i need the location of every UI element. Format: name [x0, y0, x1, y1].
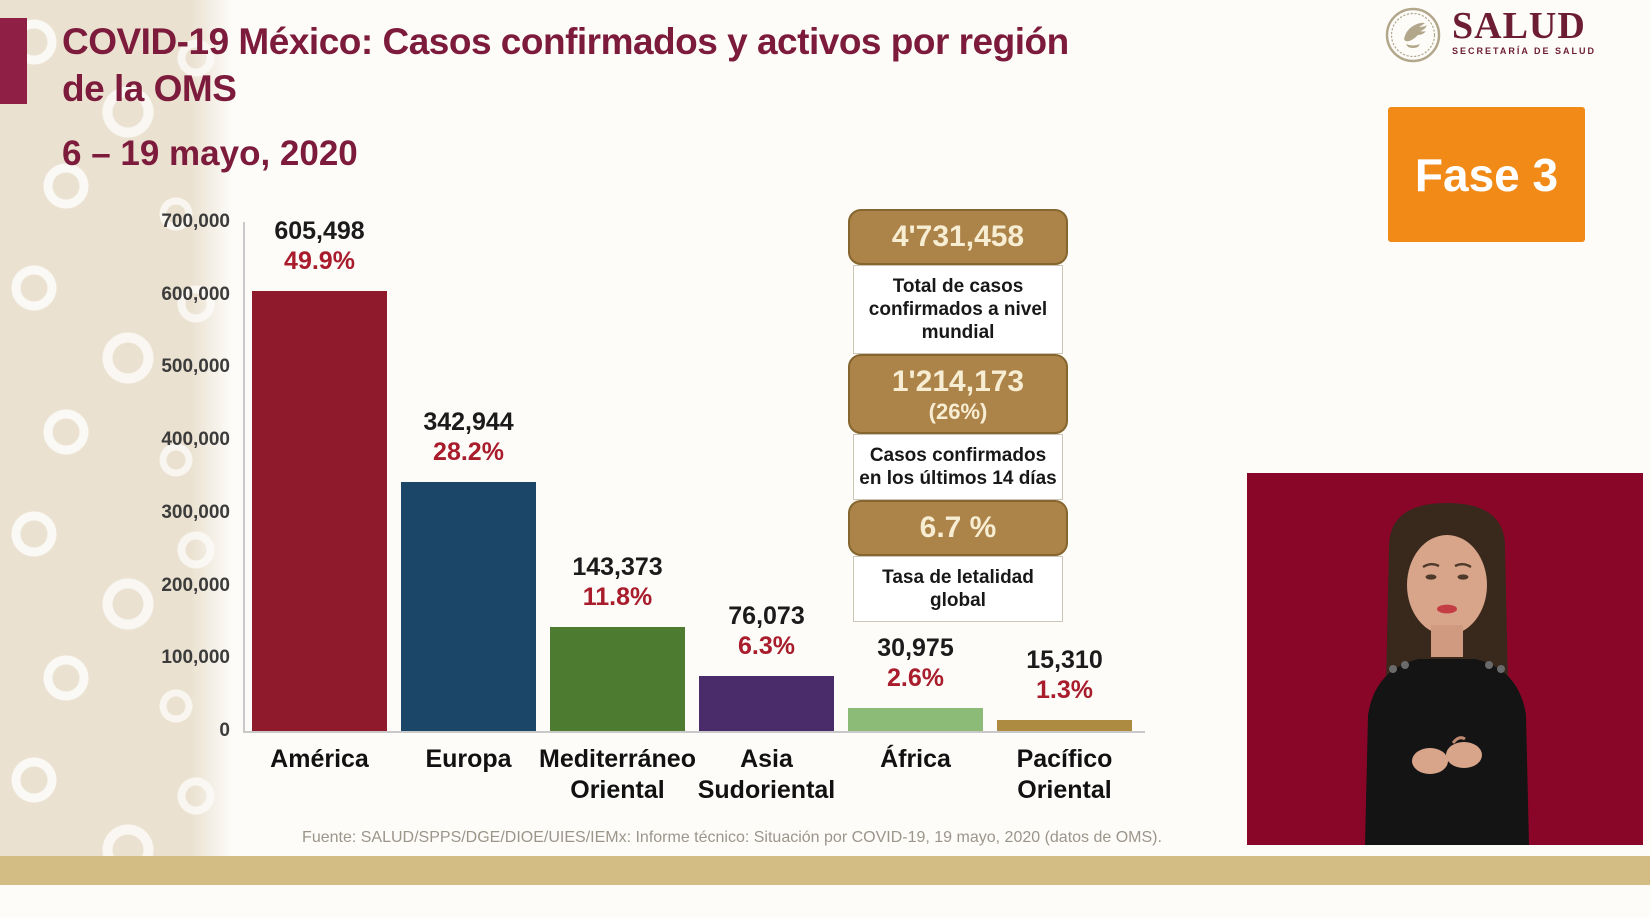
x-category-label: Pacífico Oriental — [960, 744, 1170, 806]
sign-language-interpreter-video — [1247, 473, 1643, 845]
logo-title: SALUD — [1452, 5, 1586, 47]
x-category-line: Asia — [740, 745, 793, 773]
info-value: 4'731,458 — [891, 220, 1025, 253]
bar-pct-label: 6.3% — [738, 632, 795, 660]
gold-band — [0, 856, 1650, 885]
y-tick-label: 500,000 — [161, 356, 230, 378]
decorative-pattern-strip — [0, 0, 232, 856]
y-tick-label: 400,000 — [161, 429, 230, 451]
y-tick-label: 300,000 — [161, 501, 230, 523]
x-category-label: África — [811, 744, 1021, 775]
bar-pct-label: 11.8% — [582, 583, 653, 611]
title-line-1: COVID-19 México: Casos confirmados y act… — [62, 21, 1069, 62]
y-tick-label: 200,000 — [161, 574, 230, 596]
maroon-corner-bar — [0, 18, 27, 104]
y-tick-label: 100,000 — [161, 647, 230, 669]
bar-0 — [252, 291, 387, 731]
y-tick-label: 0 — [219, 720, 230, 741]
x-category-label: Mediterráneo Oriental — [513, 744, 723, 806]
y-tick-label: 700,000 — [161, 211, 230, 232]
info-label: Casos confirmados en los últimos 14 días — [853, 434, 1063, 500]
x-category-line: Europa — [425, 745, 512, 773]
x-category-label: América — [215, 744, 425, 775]
x-category-line: Oriental — [1017, 776, 1112, 804]
info-card-last-14-days: 1'214,173 (26%) Casos confirmados en los… — [848, 354, 1068, 500]
x-category-label: Asia Sudoriental — [662, 744, 872, 806]
title-line-2: de la OMS — [62, 68, 237, 109]
info-value-box: 6.7 % — [848, 500, 1068, 556]
info-card-world-total: 4'731,458 Total de casos confirmados a n… — [848, 209, 1068, 354]
bar-2 — [550, 627, 685, 731]
info-card-lethality: 6.7 % Tasa de letalidad global — [848, 500, 1068, 622]
eagle-emblem-icon — [1385, 7, 1441, 63]
x-category-line: América — [270, 745, 369, 773]
x-category-line: África — [880, 745, 951, 773]
bar-4 — [848, 708, 983, 731]
bar-value-label: 143,373 — [572, 553, 663, 581]
bar-value-label: 342,944 — [423, 408, 514, 436]
info-subvalue: (26%) — [928, 399, 988, 424]
source-footnote: Fuente: SALUD/SPPS/DGE/DIOE/UIES/IEMx: I… — [302, 829, 1162, 846]
date-range: 6 – 19 mayo, 2020 — [62, 134, 358, 173]
info-label: Tasa de letalidad global — [853, 556, 1063, 622]
info-value: 6.7 % — [919, 511, 997, 544]
logo-subtitle: SECRETARÍA DE SALUD — [1452, 46, 1597, 56]
bar-5 — [997, 720, 1132, 731]
x-category-line: Oriental — [570, 776, 665, 804]
y-axis-line — [243, 222, 245, 731]
phase-badge: Fase 3 — [1388, 107, 1585, 242]
bar-value-label: 76,073 — [728, 602, 805, 630]
bar-pct-label: 49.9% — [284, 247, 355, 275]
bar-value-label: 15,310 — [1026, 646, 1103, 674]
info-value: 1'214,173 — [891, 365, 1025, 398]
interpreter-figure-illustration — [1247, 473, 1643, 845]
info-label: Total de casos confirmados a nivel mundi… — [853, 265, 1063, 354]
info-value-box: 4'731,458 — [848, 209, 1068, 265]
bar-value-label: 30,975 — [877, 634, 954, 662]
page-title: COVID-19 México: Casos confirmados y act… — [62, 18, 1192, 112]
x-category-line: Sudoriental — [697, 776, 836, 804]
x-category-label: Europa — [364, 744, 574, 775]
bar-pct-label: 1.3% — [1036, 676, 1093, 704]
logo-text: SALUD SECRETARÍA DE SALUD — [1452, 6, 1596, 56]
bar-value-label: 605,498 — [274, 217, 365, 245]
bar-pct-label: 2.6% — [887, 664, 944, 692]
x-category-line: Pacífico — [1016, 745, 1113, 773]
info-value-box: 1'214,173 (26%) — [848, 354, 1068, 434]
bar-3 — [699, 676, 834, 731]
info-panel: 4'731,458 Total de casos confirmados a n… — [848, 209, 1068, 622]
salud-logo: SALUD SECRETARÍA DE SALUD — [1384, 6, 1596, 64]
x-axis-line — [243, 731, 1145, 733]
x-category-line: Mediterráneo — [539, 745, 696, 773]
bar-pct-label: 28.2% — [433, 438, 504, 466]
bar-1 — [401, 482, 536, 731]
y-tick-label: 600,000 — [161, 283, 230, 305]
